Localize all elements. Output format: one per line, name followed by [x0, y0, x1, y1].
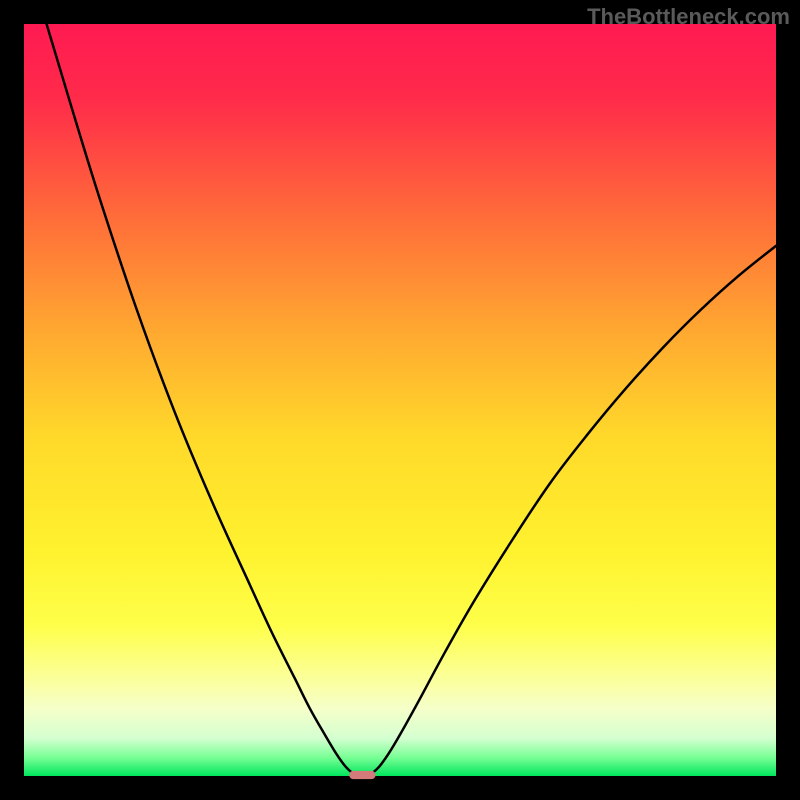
- bottleneck-chart: [0, 0, 800, 800]
- bottleneck-marker: [349, 771, 375, 779]
- chart-container: TheBottleneck.com: [0, 0, 800, 800]
- watermark-text: TheBottleneck.com: [587, 4, 790, 30]
- plot-background: [24, 24, 776, 776]
